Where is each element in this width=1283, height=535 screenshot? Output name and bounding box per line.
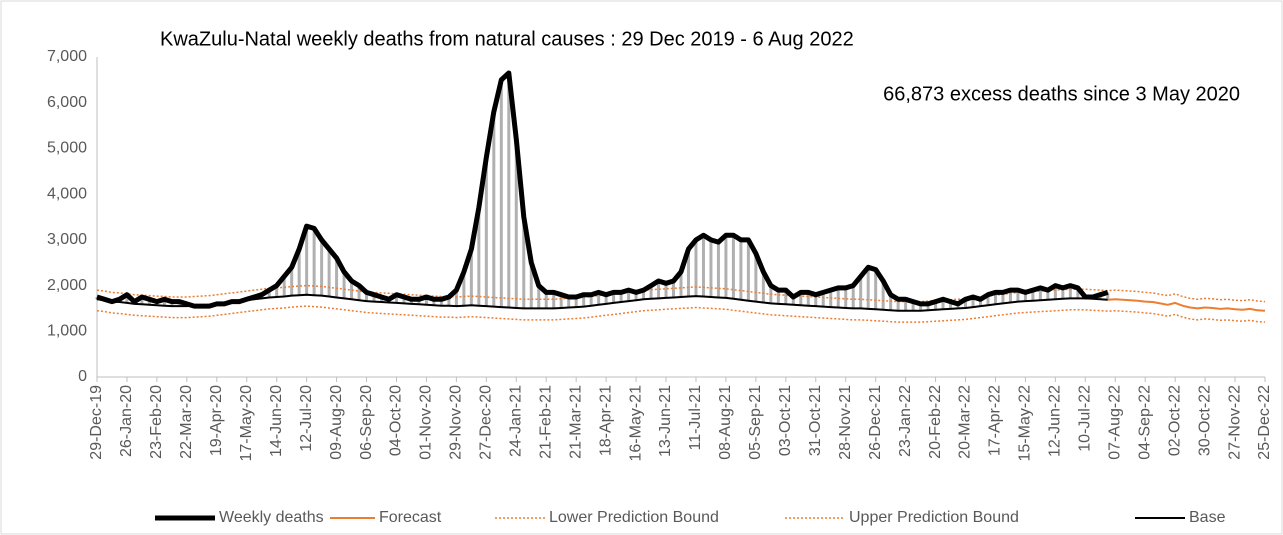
legend-label: Weekly deaths — [219, 509, 324, 526]
x-tick-label: 26-Dec-21 — [867, 385, 884, 460]
x-tick-label: 18-Apr-21 — [597, 385, 614, 456]
y-tick-label: 0 — [78, 368, 87, 385]
x-tick-label: 20-Feb-22 — [927, 385, 944, 459]
x-tick-label: 29-Nov-20 — [448, 385, 465, 460]
x-tick-label: 02-Oct-22 — [1166, 385, 1183, 456]
x-tick-label: 30-Oct-22 — [1196, 385, 1213, 456]
x-tick-label: 04-Oct-20 — [388, 385, 405, 456]
x-tick-label: 17-May-20 — [238, 385, 255, 462]
legend-label: Forecast — [379, 509, 442, 526]
x-tick-label: 10-Jul-22 — [1077, 385, 1094, 452]
x-tick-label: 24-Jan-21 — [508, 385, 525, 457]
series-line — [96, 284, 1266, 303]
series-line — [96, 293, 1108, 312]
y-tick-label: 5,000 — [47, 140, 87, 157]
x-tick-label: 05-Sep-21 — [747, 385, 764, 460]
x-tick-label: 12-Jun-22 — [1047, 385, 1064, 457]
x-tick-label: 22-Mar-20 — [178, 385, 195, 459]
x-tick-label: 16-May-21 — [627, 385, 644, 462]
x-tick-label: 26-Jan-20 — [118, 385, 135, 457]
x-tick-label: 11-Jul-21 — [687, 385, 704, 451]
y-tick-label: 7,000 — [47, 48, 87, 65]
x-tick-label: 09-Aug-20 — [328, 385, 345, 460]
x-tick-label: 23-Feb-20 — [148, 385, 165, 459]
x-tick-label: 27-Nov-22 — [1226, 385, 1243, 460]
x-tick-label: 08-Aug-21 — [717, 385, 734, 460]
x-tick-label: 04-Sep-22 — [1136, 385, 1153, 460]
annotation: 66,873 excess deaths since 3 May 2020 — [883, 83, 1240, 105]
x-tick-label: 12-Jul-20 — [298, 385, 315, 452]
legend-label: Lower Prediction Bound — [549, 509, 719, 526]
y-tick-label: 6,000 — [47, 94, 87, 111]
series-line — [96, 305, 1266, 323]
x-tick-label: 07-Aug-22 — [1106, 385, 1123, 460]
chart-title: KwaZulu-Natal weekly deaths from natural… — [160, 28, 854, 50]
x-tick-label: 01-Nov-20 — [418, 385, 435, 460]
y-tick-label: 3,000 — [47, 231, 87, 248]
x-tick-label: 29-Dec-19 — [88, 385, 105, 460]
x-tick-label: 23-Jan-22 — [897, 385, 914, 457]
y-tick-label: 1,000 — [47, 323, 87, 340]
x-tick-label: 13-Jun-21 — [657, 385, 674, 457]
x-tick-label: 27-Dec-20 — [478, 385, 495, 460]
series-line — [96, 70, 1109, 309]
x-tick-label: 25-Dec-22 — [1256, 385, 1273, 460]
x-tick-label: 03-Oct-21 — [777, 385, 794, 456]
x-tick-label: 21-Feb-21 — [537, 385, 554, 459]
y-tick-label: 2,000 — [47, 277, 87, 294]
x-tick-label: 06-Sep-20 — [358, 385, 375, 460]
x-tick-label: 17-Apr-22 — [987, 385, 1004, 456]
x-tick-label: 19-Apr-20 — [208, 385, 225, 456]
legend-label: Upper Prediction Bound — [849, 509, 1019, 526]
x-tick-label: 14-Jun-20 — [268, 385, 285, 457]
x-tick-label: 21-Mar-21 — [567, 385, 584, 459]
x-tick-label: 28-Nov-21 — [837, 385, 854, 460]
y-tick-label: 4,000 — [47, 185, 87, 202]
x-tick-label: 20-Mar-22 — [957, 385, 974, 459]
x-tick-label: 15-May-22 — [1017, 385, 1034, 462]
series-line — [1107, 298, 1266, 312]
x-tick-label: 31-Oct-21 — [807, 385, 824, 456]
legend-label: Base — [1189, 509, 1226, 526]
